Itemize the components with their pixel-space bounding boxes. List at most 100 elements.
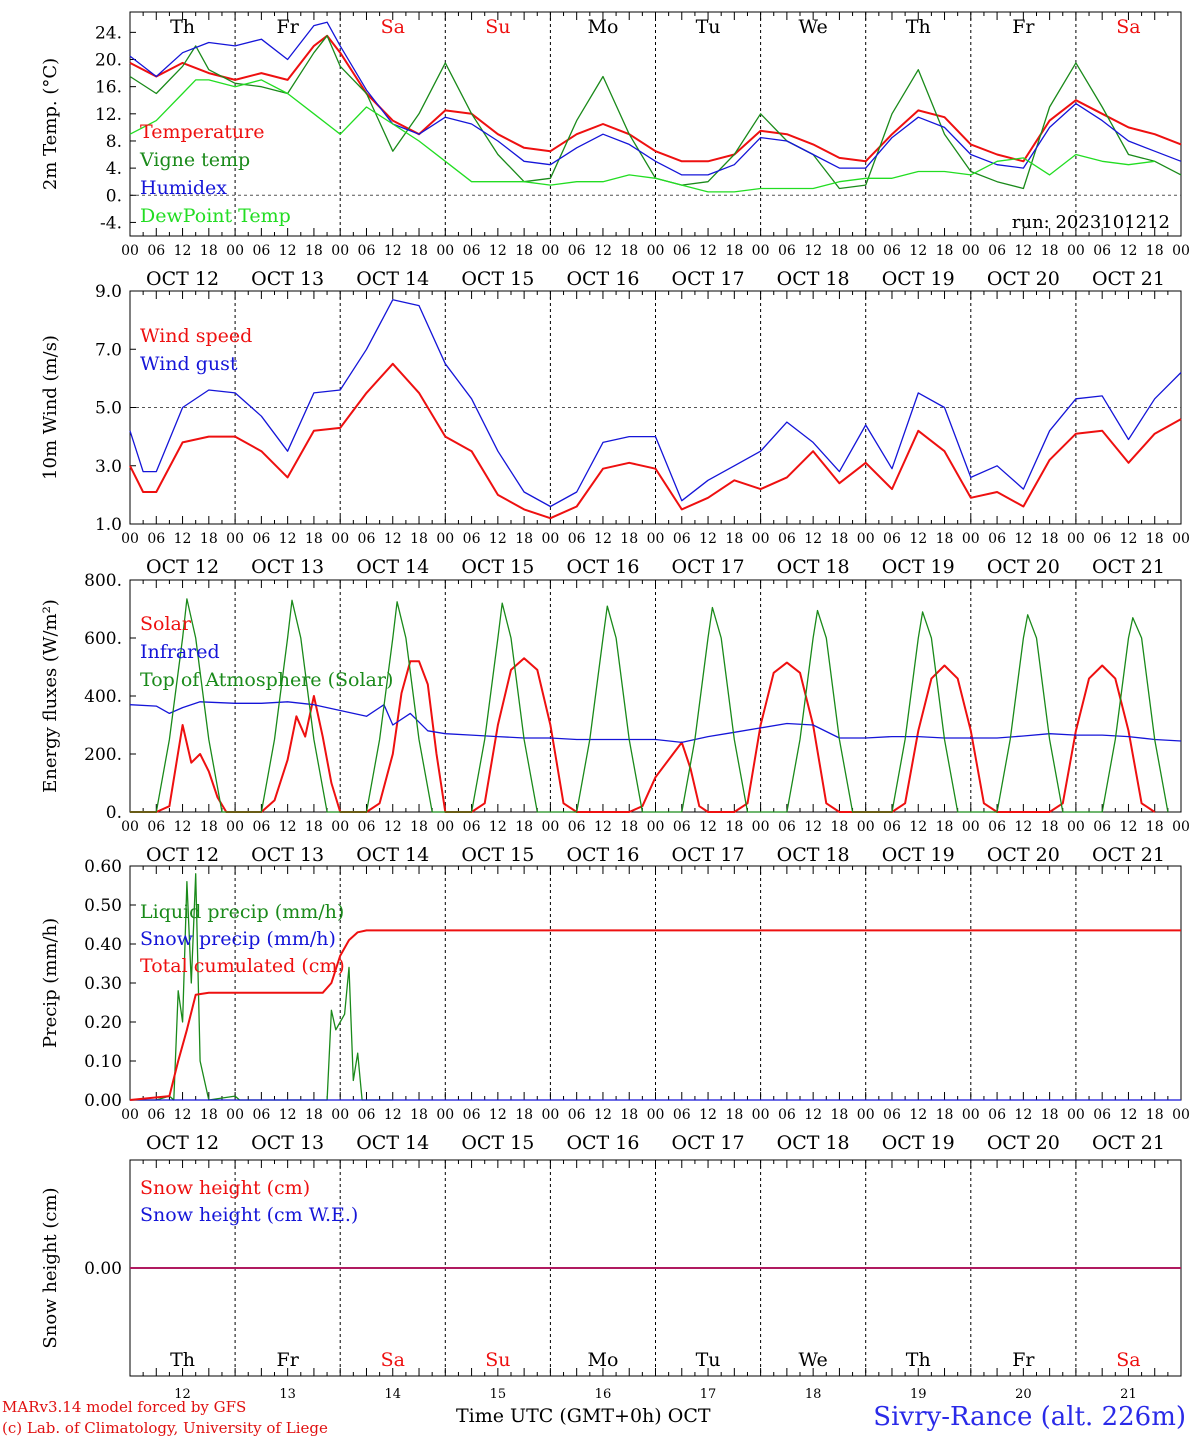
date-label: OCT 13	[251, 1132, 324, 1154]
x-hour-label: 12	[1014, 1107, 1032, 1123]
y-tick-label: 600.	[84, 629, 122, 649]
x-hour-label: 18	[200, 1107, 218, 1123]
x-hour-label: 00	[226, 1107, 244, 1123]
x-hour-label: 00	[1172, 1107, 1190, 1123]
x-hour-label: 06	[988, 1107, 1006, 1123]
x-hour-label: 00	[226, 531, 244, 547]
series-line-top-of-atmosphere-solar-	[130, 598, 1169, 813]
x-hour-label: 12	[594, 531, 612, 547]
x-hour-label: 12	[699, 1107, 717, 1123]
x-hour-label: 06	[358, 1107, 376, 1123]
y-tick-label: 12.	[95, 105, 122, 125]
series-line-infrared	[129, 701, 1182, 744]
x-hour-label: 18	[620, 819, 638, 835]
date-label: OCT 16	[566, 1132, 639, 1154]
y-tick-label: 7.0	[95, 340, 122, 360]
x-hour-label: 18	[831, 1107, 849, 1123]
date-label: OCT 17	[672, 556, 745, 578]
x-hour-label: 18	[515, 819, 533, 835]
date-label: OCT 17	[672, 268, 745, 290]
x-hour-label: 18	[515, 531, 533, 547]
x-hour-label: 00	[1067, 819, 1085, 835]
x-hour-label: 18	[725, 819, 743, 835]
x-hour-label: 00	[857, 819, 875, 835]
x-hour-label: 12	[909, 531, 927, 547]
x-hour-label: 00	[436, 1107, 454, 1123]
day-number: 17	[700, 1387, 717, 1402]
x-hour-label: 06	[147, 243, 165, 259]
day-name: Sa	[1116, 16, 1140, 38]
x-hour-label: 18	[305, 819, 323, 835]
day-name: Mo	[587, 16, 618, 38]
plot-frame	[129, 11, 1182, 237]
x-hour-label: 06	[463, 243, 481, 259]
x-hour-label: 00	[331, 531, 349, 547]
x-hour-label: 18	[936, 1107, 954, 1123]
day-number: 21	[1120, 1387, 1137, 1402]
day-name: Sa	[381, 16, 405, 38]
x-hour-label: 12	[699, 243, 717, 259]
model-credit: MARv3.14 model forced by GFS	[2, 1398, 247, 1416]
x-hour-label: 12	[594, 243, 612, 259]
x-hour-label: 00	[1172, 531, 1190, 547]
x-hour-label: 06	[463, 531, 481, 547]
date-label: OCT 19	[882, 1132, 955, 1154]
x-hour-label: 18	[1041, 243, 1059, 259]
x-hour-label: 00	[857, 243, 875, 259]
x-hour-label: 12	[279, 531, 297, 547]
date-label: OCT 13	[251, 268, 324, 290]
x-hour-label: 06	[778, 819, 796, 835]
day-name: We	[799, 16, 828, 38]
day-number: 13	[279, 1387, 296, 1402]
x-hour-label: 12	[489, 531, 507, 547]
station-name: Sivry-Rance (alt. 226m)	[873, 1402, 1186, 1432]
x-hour-label: 18	[831, 243, 849, 259]
y-tick-label: 0.	[106, 186, 122, 206]
x-hour-label: 06	[358, 243, 376, 259]
x-hour-label: 06	[147, 1107, 165, 1123]
x-hour-label: 00	[962, 819, 980, 835]
x-hour-label: 00	[647, 243, 665, 259]
x-hour-label: 12	[804, 819, 822, 835]
lab-credit: (c) Lab. of Climatology, University of L…	[2, 1419, 328, 1437]
y-tick-label: 0.30	[84, 974, 122, 994]
x-hour-label: 06	[673, 819, 691, 835]
y-axis-label: 10m Wind (m/s)	[40, 335, 61, 480]
day-name: Su	[485, 1349, 510, 1371]
date-label: OCT 13	[251, 844, 324, 866]
date-label: OCT 14	[356, 268, 429, 290]
date-label: OCT 21	[1092, 844, 1165, 866]
date-label: OCT 14	[356, 844, 429, 866]
x-hour-label: 18	[936, 243, 954, 259]
day-name: Tu	[696, 16, 721, 38]
x-hour-label: 18	[1146, 243, 1164, 259]
x-hour-label: 06	[673, 1107, 691, 1123]
x-hour-label: 06	[252, 819, 270, 835]
date-label: OCT 21	[1092, 556, 1165, 578]
y-tick-label: 0.	[106, 803, 122, 823]
series-line-dewpoint-temp	[129, 79, 1155, 193]
x-hour-label: 12	[1014, 531, 1032, 547]
legend-entry: Liquid precip (mm/h)	[140, 901, 344, 923]
date-label: OCT 16	[566, 268, 639, 290]
series-line-humidex	[129, 21, 1182, 176]
legend-entry: Snow height (cm W.E.)	[140, 1204, 358, 1226]
x-hour-label: 12	[489, 1107, 507, 1123]
x-hour-label: 00	[1067, 1107, 1085, 1123]
x-hour-label: 06	[568, 531, 586, 547]
x-hour-label: 12	[279, 243, 297, 259]
y-tick-label: 800.	[84, 571, 122, 591]
x-hour-label: 00	[647, 531, 665, 547]
date-label: OCT 12	[146, 556, 219, 578]
x-hour-label: 12	[174, 531, 192, 547]
time-axis-title: Time UTC (GMT+0h)	[456, 1405, 662, 1427]
x-hour-label: 12	[384, 243, 402, 259]
y-tick-label: 8.	[106, 132, 122, 152]
day-number: 20	[1015, 1387, 1032, 1402]
x-hour-label: 00	[857, 531, 875, 547]
x-hour-label: 00	[331, 819, 349, 835]
x-hour-label: 12	[489, 819, 507, 835]
y-axis-label: Energy fluxes (W/m²)	[40, 599, 61, 793]
x-hour-label: 12	[804, 1107, 822, 1123]
x-hour-label: 18	[620, 531, 638, 547]
